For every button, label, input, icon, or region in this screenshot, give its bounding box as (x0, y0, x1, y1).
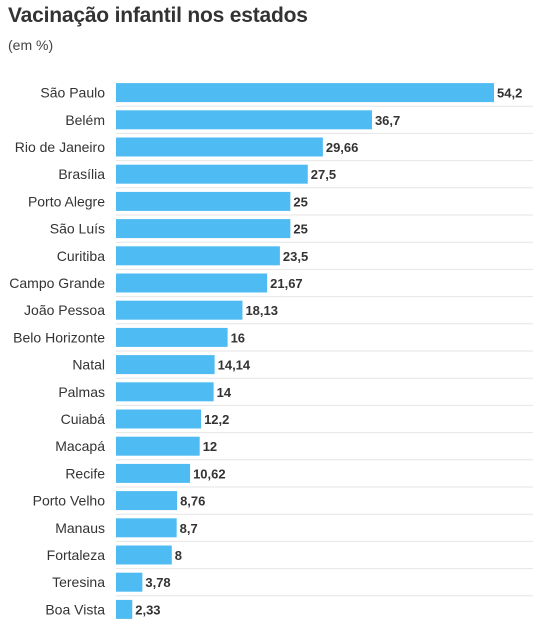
chart-subtitle: (em %) (8, 37, 54, 53)
category-label: João Pessoa (24, 302, 105, 318)
value-label: 2,33 (135, 602, 160, 617)
bar-11 (116, 382, 214, 402)
category-label: São Paulo (40, 85, 105, 101)
category-label: Recife (65, 465, 105, 481)
category-label: Porto Alegre (28, 193, 105, 209)
value-label: 25 (293, 222, 307, 237)
bar-13 (116, 436, 200, 456)
bar-15 (116, 491, 178, 511)
value-label: 36,7 (375, 113, 400, 128)
bar-1 (116, 110, 372, 130)
category-label: São Luís (50, 221, 105, 237)
value-label: 27,5 (311, 167, 336, 182)
category-label: Curitiba (57, 248, 105, 264)
category-label: Brasília (58, 166, 105, 182)
value-label: 12,2 (204, 412, 229, 427)
category-label: Belo Horizonte (13, 329, 105, 345)
value-label: 23,5 (283, 249, 308, 264)
value-label: 8 (175, 548, 182, 563)
category-label: Palmas (58, 384, 105, 400)
value-label: 25 (293, 194, 307, 209)
bar-9 (116, 327, 228, 347)
category-label: Belém (65, 112, 105, 128)
bar-0 (116, 83, 494, 103)
value-label: 54,2 (497, 86, 522, 101)
value-label: 8,76 (180, 494, 205, 509)
bar-5 (116, 219, 291, 239)
bar-17 (116, 545, 172, 565)
value-label: 16 (231, 330, 245, 345)
bar-7 (116, 273, 268, 293)
category-label: Natal (72, 357, 105, 373)
bar-12 (116, 409, 202, 429)
category-label: Cuiabá (61, 411, 106, 427)
bar-6 (116, 246, 280, 266)
value-label: 3,78 (145, 575, 170, 590)
value-label: 10,62 (193, 466, 226, 481)
value-label: 29,66 (326, 140, 359, 155)
value-label: 8,7 (180, 521, 198, 536)
bar-3 (116, 164, 308, 184)
bar-14 (116, 463, 191, 483)
bar-4 (116, 191, 291, 211)
bar-2 (116, 137, 323, 157)
category-label: Boa Vista (45, 601, 105, 617)
bar-18 (116, 572, 143, 592)
category-label: Campo Grande (9, 275, 105, 291)
value-label: 14,14 (218, 358, 251, 373)
bar-8 (116, 300, 243, 320)
category-label: Porto Velho (33, 493, 106, 509)
value-label: 21,67 (270, 276, 303, 291)
bar-16 (116, 518, 177, 538)
category-label: Rio de Janeiro (15, 139, 105, 155)
category-label: Fortaleza (47, 547, 106, 563)
chart-title: Vacinação infantil nos estados (8, 4, 308, 27)
category-label: Macapá (55, 438, 105, 454)
value-label: 12 (203, 439, 217, 454)
value-label: 14 (217, 385, 232, 400)
category-label: Teresina (52, 574, 105, 590)
category-label: Manaus (55, 520, 105, 536)
bar-10 (116, 355, 215, 375)
value-label: 18,13 (245, 303, 278, 318)
bar-19 (116, 599, 133, 619)
